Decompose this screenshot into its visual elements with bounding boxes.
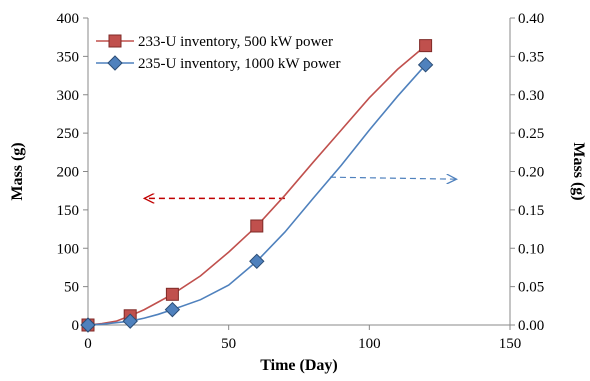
legend-marker-0 — [108, 34, 122, 48]
x-tick-label: 150 — [499, 336, 522, 352]
y-right-tick-label: 0.00 — [518, 318, 544, 334]
y-left-tick-label: 350 — [57, 49, 80, 65]
series-0-point — [419, 39, 433, 53]
legend: 233-U inventory, 500 kW power 235-U inve… — [96, 34, 340, 72]
series-1-point — [164, 301, 181, 318]
tick-labels: 0 50 100 150 200 250 300 350 400 0.00 0.05 0.10 0.15… — [57, 11, 545, 352]
y-left-tick-label: 300 — [57, 88, 80, 104]
y-right-tick-label: 0.35 — [518, 49, 544, 65]
y-axis-left-title: Mass (g) — [9, 142, 26, 200]
y-right-tick-label: 0.30 — [518, 88, 544, 104]
y-left-tick-label: 50 — [64, 280, 79, 296]
x-tick-label: 50 — [221, 336, 236, 352]
legend-label-235u: 235-U inventory, 1000 kW power — [138, 56, 340, 72]
x-axis-title: Time (Day) — [260, 357, 337, 374]
y-right-tick-label: 0.10 — [518, 241, 544, 257]
legend-label-233u: 233-U inventory, 500 kW power — [138, 34, 333, 50]
legend-marker-1 — [107, 55, 123, 71]
right-axis-arrow — [329, 177, 457, 179]
y-axis-right-title: Mass (g) — [570, 142, 587, 200]
y-left-tick-label: 100 — [57, 241, 80, 257]
series-0-point — [250, 219, 264, 233]
y-left-tick-label: 0 — [72, 318, 80, 334]
axis-titles: Time (Day) Mass (g) Mass (g) — [9, 142, 587, 374]
series-0-point — [165, 287, 179, 301]
annotations — [144, 177, 456, 198]
x-tick-label: 0 — [84, 336, 92, 352]
series-line-0 — [87, 44, 427, 326]
series-1-point — [417, 57, 434, 73]
axes — [83, 17, 515, 330]
series-1-point — [249, 253, 265, 270]
x-tick-label: 100 — [358, 336, 381, 352]
series-1-point — [80, 317, 96, 333]
y-left-tick-label: 200 — [57, 165, 80, 181]
y-right-tick-label: 0.20 — [518, 165, 544, 181]
series — [80, 39, 434, 333]
y-left-tick-label: 150 — [57, 203, 80, 219]
series-line-1 — [87, 64, 427, 326]
y-left-tick-label: 400 — [57, 11, 80, 27]
y-right-tick-label: 0.05 — [518, 280, 544, 296]
y-right-tick-label: 0.25 — [518, 126, 544, 142]
y-right-tick-label: 0.15 — [518, 203, 544, 219]
series-1-point — [122, 313, 138, 329]
y-right-tick-label: 0.40 — [518, 11, 544, 27]
y-left-tick-label: 250 — [57, 126, 80, 142]
